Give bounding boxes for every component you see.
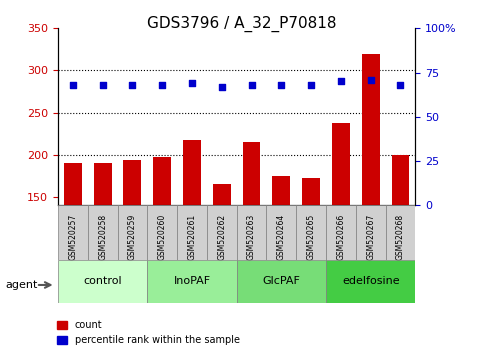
Point [158, 82, 166, 88]
Bar [213, 184, 231, 323]
Text: GSM520264: GSM520264 [277, 213, 286, 260]
FancyBboxPatch shape [267, 205, 296, 260]
Point [128, 82, 136, 88]
Text: edelfosine: edelfosine [342, 276, 399, 286]
FancyBboxPatch shape [58, 260, 147, 303]
Point [397, 82, 404, 88]
Point [99, 82, 107, 88]
Bar [183, 139, 201, 323]
Text: InoPAF: InoPAF [173, 276, 211, 286]
Text: agent: agent [6, 280, 38, 290]
FancyBboxPatch shape [58, 205, 88, 260]
Bar [362, 53, 380, 323]
FancyBboxPatch shape [296, 205, 326, 260]
Text: GSM520267: GSM520267 [366, 213, 375, 260]
FancyBboxPatch shape [356, 205, 385, 260]
Point [69, 82, 77, 88]
FancyBboxPatch shape [237, 205, 267, 260]
Text: GSM520262: GSM520262 [217, 213, 226, 260]
Text: GSM520261: GSM520261 [187, 213, 197, 260]
Point [248, 82, 256, 88]
FancyBboxPatch shape [237, 260, 326, 303]
Text: control: control [84, 276, 122, 286]
Text: GSM520258: GSM520258 [98, 213, 107, 260]
Text: GSM520266: GSM520266 [337, 213, 345, 260]
Legend: count, percentile rank within the sample: count, percentile rank within the sample [53, 316, 243, 349]
Bar [242, 142, 260, 323]
Text: GlcPAF: GlcPAF [262, 276, 300, 286]
Point [188, 80, 196, 86]
Bar [272, 176, 290, 323]
FancyBboxPatch shape [88, 205, 117, 260]
Text: GDS3796 / A_32_P70818: GDS3796 / A_32_P70818 [147, 16, 336, 32]
Bar [94, 163, 112, 323]
Point [367, 77, 375, 82]
Bar [392, 155, 410, 323]
Text: GSM520259: GSM520259 [128, 213, 137, 260]
Text: GSM520265: GSM520265 [307, 213, 315, 260]
Bar [153, 157, 171, 323]
Bar [302, 178, 320, 323]
FancyBboxPatch shape [147, 260, 237, 303]
Point [307, 82, 315, 88]
Bar [332, 123, 350, 323]
Bar [124, 160, 142, 323]
FancyBboxPatch shape [117, 205, 147, 260]
FancyBboxPatch shape [177, 205, 207, 260]
FancyBboxPatch shape [207, 205, 237, 260]
Text: GSM520263: GSM520263 [247, 213, 256, 260]
Text: GSM520257: GSM520257 [69, 213, 77, 260]
FancyBboxPatch shape [385, 205, 415, 260]
Text: GSM520268: GSM520268 [396, 213, 405, 260]
Point [337, 79, 345, 84]
FancyBboxPatch shape [147, 205, 177, 260]
FancyBboxPatch shape [326, 205, 356, 260]
Text: GSM520260: GSM520260 [158, 213, 167, 260]
Point [218, 84, 226, 90]
Bar [64, 163, 82, 323]
FancyBboxPatch shape [326, 260, 415, 303]
Point [278, 82, 285, 88]
